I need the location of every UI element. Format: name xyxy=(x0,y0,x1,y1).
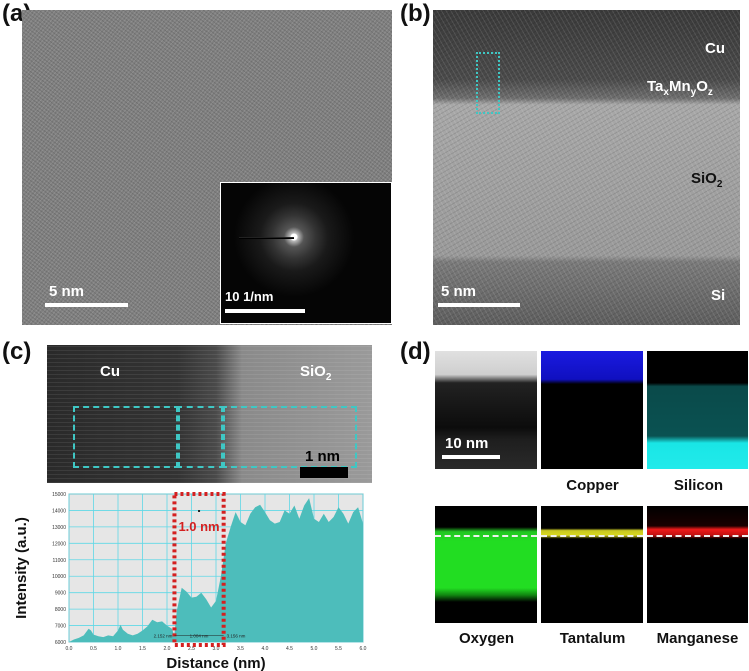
map-label-copper: Copper xyxy=(566,477,619,494)
y-tick-label: 12000 xyxy=(52,541,66,547)
cursor-dot xyxy=(198,510,201,512)
intensity-profile-chart: 0.0 0.5 1.0 1.5 2.0 2.5 3.0 3.5 4.0 4.5 5.0 5.5 6.0 6… xyxy=(13,492,367,671)
y-tick-label: 8000 xyxy=(55,607,66,613)
highlight-label: 1.0 nm xyxy=(178,519,219,534)
panel-c-haadf-image: Cu SiO2 1 nm xyxy=(47,345,372,483)
panel-d-label: (d) xyxy=(400,338,431,365)
y-tick-label: 7000 xyxy=(55,624,66,630)
scale-bar xyxy=(438,303,520,307)
scale-bar-label: 5 nm xyxy=(441,283,477,300)
panel-b-tem-image: Cu TaxMnyOz SiO2 Si 5 nm xyxy=(433,10,740,325)
region-label-sio2: SiO2 xyxy=(300,363,332,383)
panel-b-label: (b) xyxy=(400,0,431,27)
x-tick-label: 6.0 xyxy=(360,646,367,652)
x-tick-label: 1.0 xyxy=(115,646,122,652)
haadf-map: 10 nm xyxy=(435,351,537,469)
map-label-oxygen: Oxygen xyxy=(458,630,515,647)
x-tick-label: 5.0 xyxy=(311,646,318,652)
copper-map xyxy=(541,351,643,469)
x-tick-label: 2.0 xyxy=(164,646,171,652)
x-tick-label: 3.0 xyxy=(213,646,220,652)
manganese-map xyxy=(647,506,748,623)
x-tick-label: 0.0 xyxy=(66,646,73,652)
interface-line xyxy=(647,535,748,537)
y-axis-label: Intensity (a.u.) xyxy=(13,517,30,619)
silicon-map xyxy=(647,351,748,469)
x-tick-label: 4.0 xyxy=(262,646,269,652)
oxygen-map xyxy=(435,506,537,623)
y-tick-label: 14000 xyxy=(52,508,66,514)
scale-bar xyxy=(300,467,348,478)
x-tick-label: 4.5 xyxy=(286,646,293,652)
scale-bar-label: 5 nm xyxy=(49,283,85,300)
y-tick-label: 15000 xyxy=(52,492,66,498)
y-tick-label: 9000 xyxy=(55,591,66,597)
y-tick-label: 10000 xyxy=(52,574,66,580)
panel-c-label: (c) xyxy=(2,338,32,365)
scale-bar-label: 1 nm xyxy=(305,448,341,465)
scale-bar xyxy=(442,455,500,459)
measure-width: 1.004 nm xyxy=(190,633,209,638)
x-tick-label: 3.5 xyxy=(237,646,244,652)
inset-scale-bar xyxy=(225,309,305,313)
highlight-box xyxy=(172,492,226,647)
x-tick-label: 0.5 xyxy=(90,646,97,652)
pointer-line xyxy=(239,237,294,239)
scale-bar-label: 10 nm xyxy=(445,435,489,452)
map-label-manganese: Manganese xyxy=(656,630,739,647)
interface-box xyxy=(476,52,500,114)
interface-line xyxy=(541,535,643,537)
x-tick-label: 5.5 xyxy=(335,646,342,652)
map-label-tantalum: Tantalum xyxy=(559,630,626,647)
y-tick-label: 13000 xyxy=(52,525,66,531)
map-label-silicon: Silicon xyxy=(673,477,724,494)
layer-label-si: Si xyxy=(711,287,726,304)
inset-scale-bar-label: 10 1/nm xyxy=(225,289,274,304)
layer-label-sio2: SiO2 xyxy=(691,170,723,190)
diffraction-inset: 10 1/nm xyxy=(220,182,392,324)
cu-region-box xyxy=(73,406,180,468)
y-tick-label: 11000 xyxy=(52,558,66,564)
layer-label-cu: Cu xyxy=(705,40,725,57)
region-label-cu: Cu xyxy=(100,363,120,380)
x-axis-label: Distance (nm) xyxy=(166,655,265,671)
intensity-area xyxy=(69,498,363,642)
interface-line xyxy=(435,535,537,537)
x-tick-label: 1.5 xyxy=(139,646,146,652)
layer-label-taxmnyoz: TaxMnyOz xyxy=(647,78,713,98)
measure-right: 3.156 nm xyxy=(227,633,246,638)
measure-left: 2.152 nm xyxy=(154,633,173,638)
x-tick-label: 2.5 xyxy=(188,646,195,652)
interface-region-box xyxy=(176,406,225,468)
tantalum-map xyxy=(541,506,643,623)
scale-bar xyxy=(45,303,128,307)
y-tick-label: 6000 xyxy=(55,640,66,646)
sio2-region-box xyxy=(221,406,357,468)
